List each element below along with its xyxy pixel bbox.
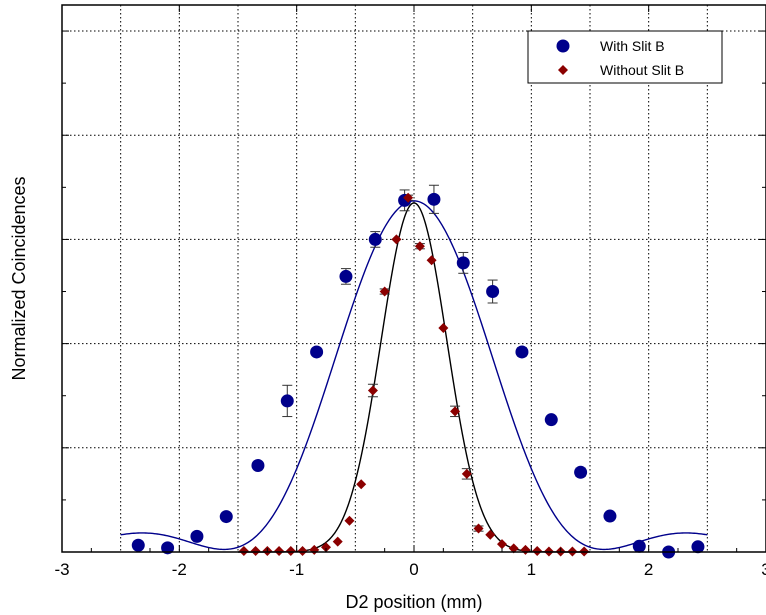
- point-with-slit: [219, 510, 233, 524]
- point-without-slit: [485, 529, 496, 540]
- point-without-slit: [461, 468, 472, 479]
- point-without-slit: [438, 322, 449, 333]
- point-without-slit: [238, 545, 249, 556]
- point-with-slit: [368, 232, 382, 246]
- legend: With Slit B Without Slit B: [527, 30, 723, 84]
- point-without-slit: [450, 406, 461, 417]
- point-without-slit: [367, 385, 378, 396]
- point-without-slit: [391, 234, 402, 245]
- x-tick-label: 0: [409, 560, 418, 579]
- y-axis-label: Normalized Coincidences: [9, 176, 29, 380]
- point-with-slit: [310, 345, 324, 359]
- point-with-slit: [280, 394, 294, 408]
- point-with-slit: [161, 541, 175, 555]
- x-tick-label: 2: [644, 560, 653, 579]
- point-with-slit: [691, 540, 705, 554]
- point-without-slit: [356, 479, 367, 490]
- legend-label-without-slit: Without Slit B: [600, 62, 684, 78]
- point-with-slit: [603, 509, 617, 523]
- point-without-slit: [274, 545, 285, 556]
- point-with-slit: [251, 459, 265, 473]
- point-without-slit: [285, 545, 296, 556]
- x-tick-label: -2: [172, 560, 187, 579]
- legend-label-with-slit: With Slit B: [600, 38, 665, 54]
- axis-ticks: [61, 5, 766, 552]
- point-without-slit: [297, 545, 308, 556]
- point-with-slit: [486, 285, 500, 299]
- legend-box: [527, 30, 723, 84]
- fit-curve-with-slit: [120, 200, 708, 551]
- point-without-slit: [426, 255, 437, 266]
- point-with-slit: [339, 269, 353, 283]
- point-without-slit: [497, 539, 507, 550]
- point-without-slit: [403, 192, 414, 203]
- legend-marker-without-slit: [558, 65, 568, 75]
- point-without-slit: [379, 286, 390, 297]
- x-tick-label: -1: [289, 560, 304, 579]
- point-without-slit: [344, 515, 355, 526]
- point-with-slit: [515, 345, 529, 359]
- grid-lines: [62, 5, 766, 552]
- point-without-slit: [309, 544, 320, 555]
- point-with-slit: [190, 529, 204, 543]
- x-tick-labels: -3 -2 -1 0 1 2 3: [54, 560, 766, 579]
- x-axis-label: D2 position (mm): [345, 592, 482, 612]
- x-tick-label: -3: [54, 560, 69, 579]
- point-without-slit: [508, 543, 519, 554]
- point-without-slit: [332, 536, 343, 547]
- x-tick-label: 3: [761, 560, 766, 579]
- point-with-slit: [131, 538, 145, 552]
- point-without-slit: [532, 545, 543, 556]
- point-with-slit: [427, 192, 441, 206]
- point-without-slit: [520, 544, 531, 555]
- point-without-slit: [321, 542, 331, 553]
- legend-marker-with-slit: [556, 39, 570, 53]
- point-with-slit: [456, 256, 470, 270]
- point-without-slit: [250, 545, 261, 556]
- point-with-slit: [632, 539, 646, 553]
- data-points: [131, 192, 705, 559]
- point-without-slit: [414, 241, 425, 252]
- point-with-slit: [574, 465, 588, 479]
- point-with-slit: [544, 413, 558, 427]
- point-without-slit: [473, 523, 484, 534]
- x-tick-label: 1: [527, 560, 536, 579]
